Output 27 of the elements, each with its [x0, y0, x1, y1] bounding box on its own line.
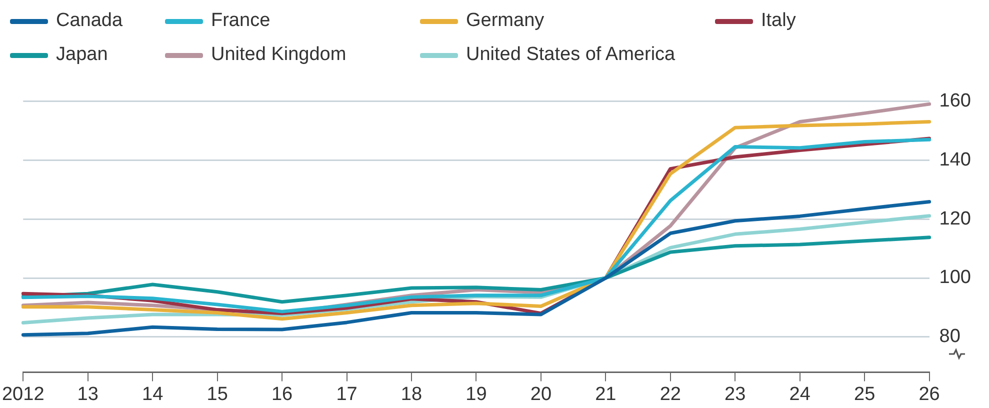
x-tick-label: 25 [854, 384, 876, 405]
x-tick-label: 13 [77, 384, 98, 405]
x-tick-label: 20 [530, 384, 552, 405]
x-tick-label: 24 [789, 384, 811, 405]
x-tick-label: 18 [400, 384, 422, 405]
y-tick-label: 80 [939, 326, 960, 348]
x-tick-label: 17 [336, 384, 358, 405]
legend-label: United Kingdom [211, 44, 346, 66]
x-tick-label: 26 [918, 384, 940, 405]
legend-label: Canada [56, 10, 123, 32]
x-tick-label: 2012 [2, 384, 44, 405]
legend-label: France [211, 10, 270, 32]
y-tick-label: 100 [939, 267, 971, 288]
x-tick-label: 16 [271, 384, 293, 405]
x-tick-label: 14 [142, 384, 164, 405]
x-tick-label: 19 [466, 384, 487, 405]
y-tick-label: 140 [939, 150, 971, 171]
y-tick-label: 120 [939, 208, 971, 230]
x-tick-label: 15 [206, 384, 228, 405]
legend-label: Italy [761, 10, 796, 32]
x-tick-label: 21 [595, 384, 616, 405]
legend-label: Germany [466, 10, 544, 32]
x-tick-label: 22 [660, 384, 681, 405]
y-tick-label: 160 [939, 90, 971, 112]
legend-label: United States of America [466, 44, 676, 66]
legend-label: Japan [56, 44, 108, 66]
x-tick-label: 23 [724, 384, 746, 405]
